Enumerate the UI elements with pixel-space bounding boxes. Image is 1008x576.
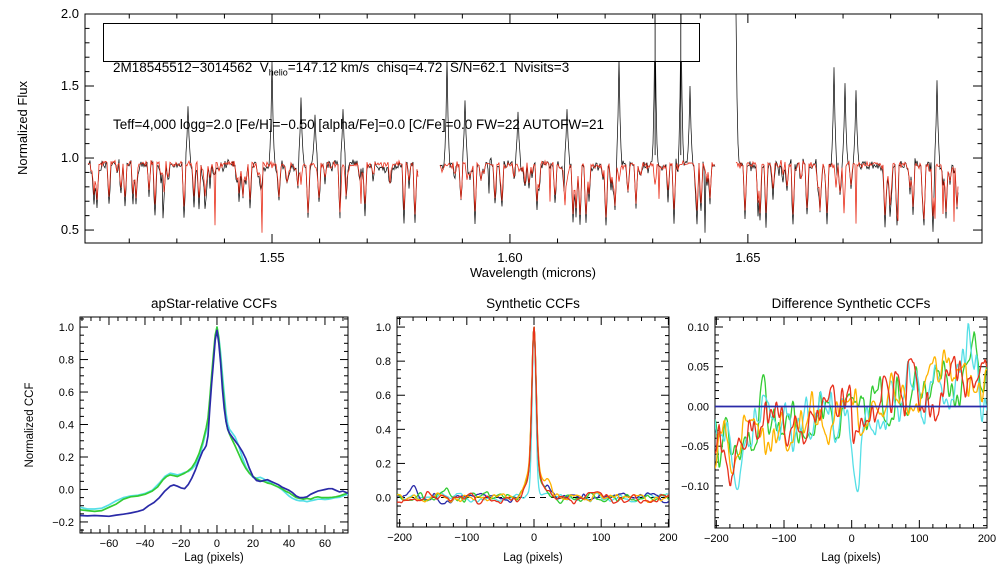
y-tick-label: 0.05 (688, 362, 709, 374)
y-tick-label: 0.4 (376, 424, 391, 436)
y-tick-label: 0.0 (376, 493, 391, 505)
star-id: 2M18545512−3014562 (113, 60, 253, 75)
x-tick-label: −100 (772, 533, 797, 545)
synthetic-ccf-title: Synthetic CCFs (486, 296, 580, 311)
apstar-ccf-plot-area: −60 −40 −20 0 20 40 60 −0.2 0.0 0.2 0.4 0.6 0.8 1.0 (52, 316, 349, 550)
plot-frame (79, 316, 349, 534)
series-diff-cyan (715, 323, 987, 493)
series-group (397, 326, 669, 505)
x-tick-label: 0 (531, 532, 537, 544)
y-tick-label: 0.4 (59, 420, 74, 432)
spectrum-plot-area: 1.55 1.60 1.65 0.5 1.0 1.5 2.0 (61, 6, 983, 265)
vhelio-label: V (252, 60, 269, 75)
apstar-ccf-x-axis-label: Lag (pixels) (184, 552, 244, 564)
y-tick-label: −0.05 (681, 441, 709, 453)
x-tick-label: −40 (136, 538, 155, 550)
series-group (87, 14, 959, 233)
vhelio-subscript: helio (268, 67, 288, 78)
x-tick-label: −100 (454, 532, 479, 544)
x-tick-label: 1.55 (259, 250, 284, 265)
y-tick-label: −0.2 (52, 517, 74, 529)
plot-frame (84, 13, 983, 244)
x-tick-label: 1.60 (497, 250, 522, 265)
difference-ccf-panel: Difference Synthetic CCFs Lag (pixels) −… (681, 296, 996, 564)
x-tick-label: 100 (592, 532, 610, 544)
y-tick-label: 1.0 (61, 150, 79, 165)
apstar-ccf-title: apStar-relative CCFs (151, 296, 277, 311)
y-tick-label: 0.00 (688, 401, 709, 413)
y-tick-label: −0.10 (681, 481, 709, 493)
y-tick-label: 1.0 (376, 322, 391, 334)
difference-ccf-x-axis-label: Lag (pixels) (821, 552, 881, 564)
series-syn-red (397, 326, 669, 505)
synthetic-ccf-panel: Synthetic CCFs Lag (pixels) −200 −100 0 100… (376, 296, 678, 564)
annotation-line1-rest: =147.12 km/s chisq=4.72 S/N=62.1 Nvisits… (287, 60, 570, 75)
series-group (80, 326, 348, 518)
x-tick-label: 100 (910, 533, 928, 545)
x-tick-label: 0 (849, 533, 855, 545)
y-tick-label: 0.8 (59, 355, 74, 367)
x-tick-label: 60 (319, 538, 331, 550)
synthetic-ccf-plot-area: −200 −100 0 100 200 0.0 0.2 0.4 0.6 0.8 1.0 (376, 316, 678, 544)
y-tick-label: 1.0 (59, 322, 74, 334)
spectrum-panel: 1.55 1.60 1.65 0.5 1.0 1.5 2.0 Wavelength (mic… (15, 6, 983, 280)
plot-frame (396, 316, 670, 528)
annotation-line1: 2M18545512−3014562 Vhelio=147.12 km/s ch… (113, 59, 699, 82)
x-tick-label: 200 (659, 532, 677, 544)
x-tick-label: 0 (214, 538, 220, 550)
series-diff-red (715, 355, 987, 487)
annotation-line2: Teff=4,000 logg=2.0 [Fe/H]=−0.50 [alpha/… (113, 116, 605, 132)
spectrum-y-axis-label: Normalized Flux (15, 81, 30, 175)
x-tick-label: 200 (978, 533, 996, 545)
y-tick-label: 2.0 (61, 6, 79, 21)
x-tick-label: −200 (704, 533, 729, 545)
y-tick-label: 0.2 (376, 458, 391, 470)
series-group (715, 323, 987, 493)
x-tick-label: 1.65 (735, 250, 760, 265)
difference-ccf-plot-area: −200 −100 0 100 200 −0.10 −0.05 0.00 0.05 0.10 (681, 316, 996, 545)
synthetic-ccf-x-axis-label: Lag (pixels) (503, 552, 563, 564)
apstar-ccf-panel: apStar-relative CCFs Lag (pixels) Normal… (24, 296, 349, 564)
y-tick-label: 0.0 (59, 484, 74, 496)
spectrum-annotation-box: 2M18545512−3014562 Vhelio=147.12 km/s ch… (103, 23, 700, 132)
x-tick-label: 20 (247, 538, 259, 550)
series-ccf-navy (80, 329, 348, 518)
y-tick-label: 0.6 (59, 387, 74, 399)
y-tick-label: 0.8 (376, 356, 391, 368)
y-tick-label: 0.10 (688, 322, 709, 334)
y-tick-label: 1.5 (61, 78, 79, 93)
y-tick-label: 0.5 (61, 222, 79, 237)
x-tick-label: −60 (100, 538, 119, 550)
x-tick-label: 40 (283, 538, 295, 550)
series-bestfit-spectrum (87, 159, 959, 233)
x-tick-label: −20 (172, 538, 191, 550)
spectrum-x-axis-label: Wavelength (microns) (470, 265, 596, 280)
x-tick-label: −200 (387, 532, 412, 544)
y-tick-label: 0.2 (59, 452, 74, 464)
difference-ccf-title: Difference Synthetic CCFs (772, 296, 931, 311)
y-tick-label: 0.6 (376, 390, 391, 402)
apstar-ccf-y-axis-label: Normalized CCF (24, 383, 36, 468)
